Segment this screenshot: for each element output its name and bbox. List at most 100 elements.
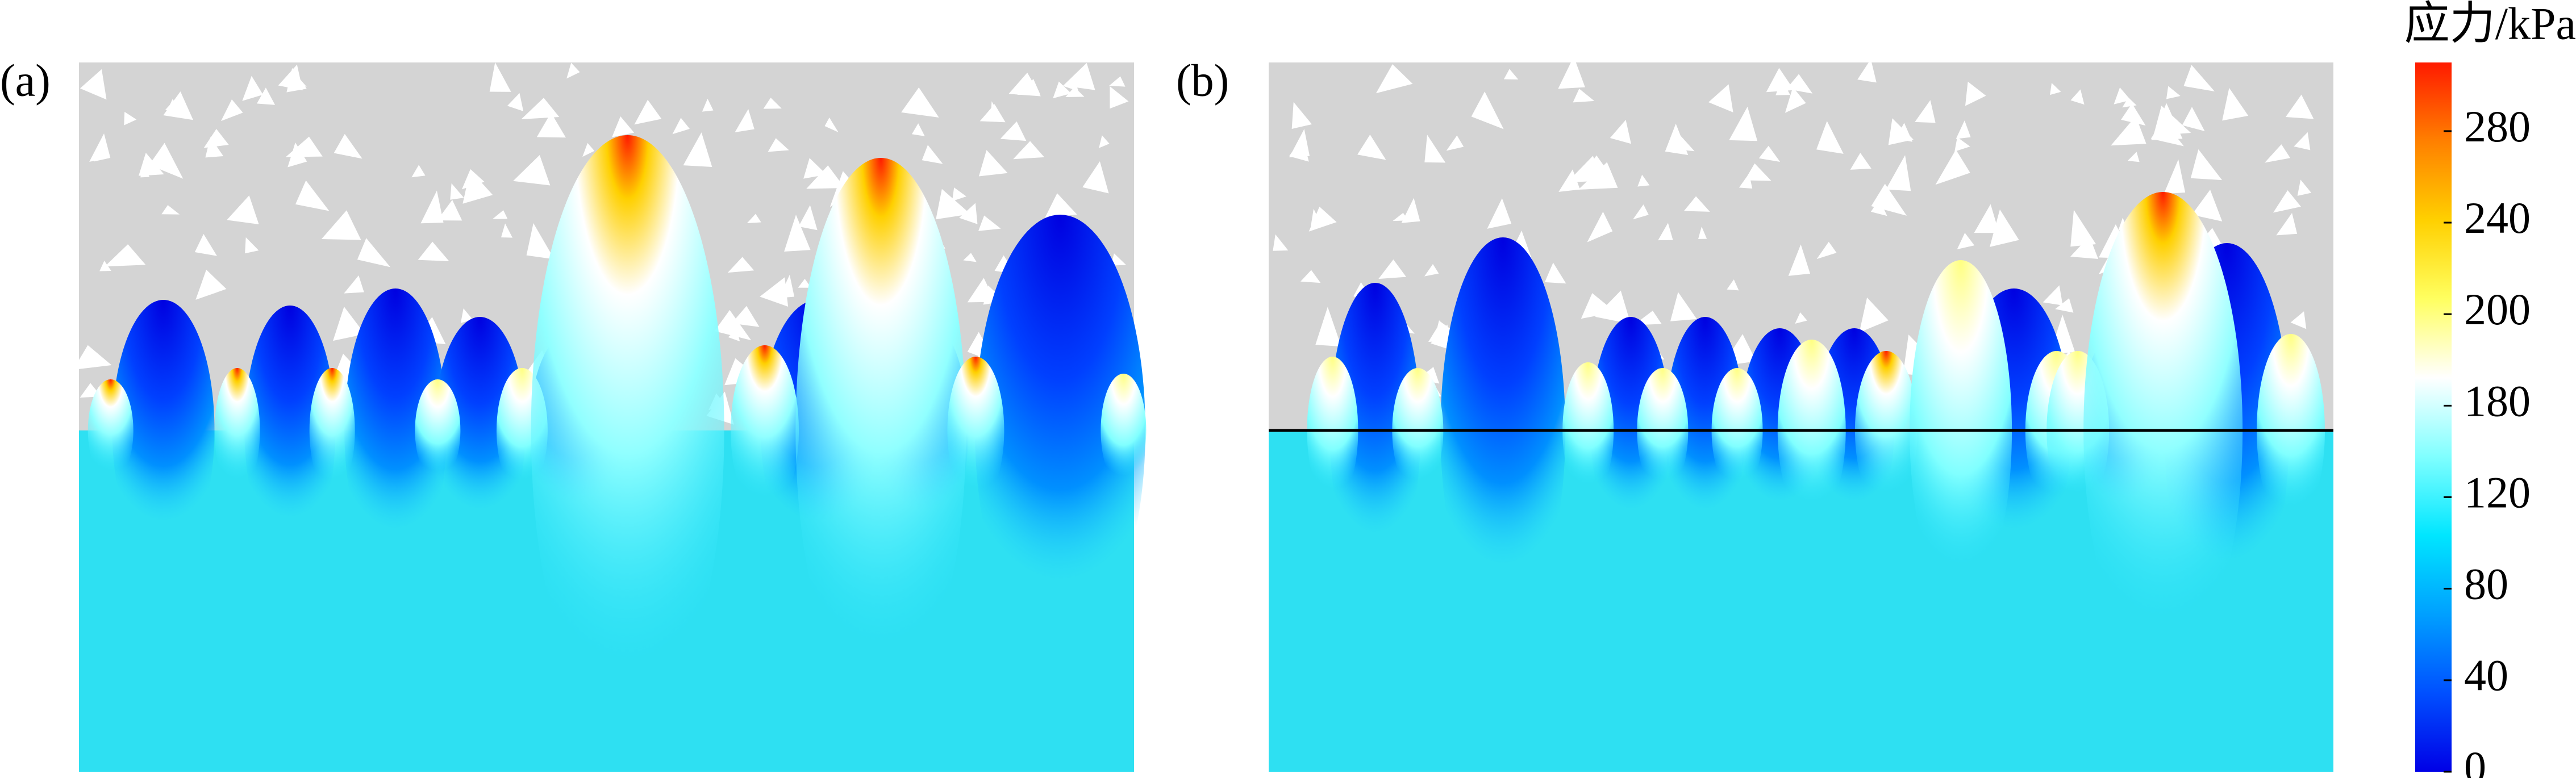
pore [140, 164, 150, 178]
panel [1269, 56, 2333, 778]
pore [803, 158, 827, 179]
low-stress [434, 317, 526, 544]
mask [79, 772, 1134, 778]
pore [1375, 64, 1413, 94]
pore [952, 187, 966, 202]
pore [798, 279, 811, 288]
pore [901, 87, 939, 118]
pore [731, 306, 760, 327]
pore [683, 132, 712, 167]
pore [1045, 193, 1077, 218]
pore [245, 237, 259, 254]
pore [779, 274, 795, 298]
pore [1698, 227, 1707, 239]
pore [1558, 56, 1585, 89]
pore [2166, 86, 2181, 99]
pore [1870, 199, 1887, 216]
pore [521, 98, 560, 119]
pore [723, 315, 735, 332]
pore [1665, 123, 1689, 155]
low-stress [344, 288, 447, 572]
pore [1503, 69, 1519, 80]
pore [2070, 210, 2096, 247]
pore [1082, 161, 1109, 194]
pore [1109, 76, 1126, 87]
high-stress [731, 345, 799, 516]
pore [566, 62, 580, 79]
high-stress [531, 135, 724, 726]
pore [1775, 79, 1790, 95]
pore [1393, 212, 1409, 221]
pore [194, 233, 217, 256]
pore [507, 93, 524, 111]
colorbar-tick-label: 40 [2464, 651, 2508, 700]
pore [287, 142, 307, 168]
pore [257, 87, 276, 105]
pore [2151, 103, 2183, 140]
low-stress [975, 215, 1146, 646]
pore [1587, 211, 1613, 242]
pore [1008, 72, 1041, 97]
pore [461, 169, 485, 190]
pore [1886, 155, 1911, 191]
colorbar-title: 应力/kPa [2404, 0, 2576, 49]
pore [2276, 212, 2298, 236]
high-stress [795, 158, 966, 703]
pore [1000, 121, 1027, 141]
high-stress [415, 379, 461, 482]
pore [1573, 89, 1595, 103]
pore [357, 238, 391, 267]
colorbar-tick-label: 240 [2464, 193, 2531, 242]
pore [2182, 107, 2205, 131]
pore [582, 143, 595, 157]
pore [1065, 87, 1085, 98]
pore [2183, 65, 2215, 91]
pore [1816, 241, 1837, 260]
pore [450, 183, 464, 200]
pore [1424, 263, 1439, 277]
pore [1610, 119, 1631, 144]
high-stress [87, 379, 134, 482]
pore [73, 345, 112, 370]
panel [73, 62, 1147, 778]
pore [1816, 121, 1844, 154]
pore [784, 215, 811, 252]
pore [1935, 149, 1970, 185]
pore [1357, 135, 1386, 160]
pore [1308, 206, 1337, 232]
pore [411, 165, 426, 178]
pore [2273, 190, 2301, 213]
colorbar-tick-label: 200 [2464, 285, 2531, 334]
colorbar-tick-label: 120 [2464, 467, 2531, 517]
pore [979, 104, 1006, 123]
pore [1850, 153, 1871, 170]
pore [1954, 137, 1970, 152]
pore [2127, 152, 2140, 162]
pore [344, 275, 364, 294]
pore [1273, 234, 1289, 251]
pore [1300, 270, 1321, 283]
pore [149, 143, 184, 179]
pore [2164, 159, 2186, 194]
pore [205, 137, 224, 158]
pore [89, 133, 111, 162]
pore [492, 210, 508, 219]
pore [1544, 262, 1566, 284]
colorbar-tick-label: 280 [2464, 102, 2531, 151]
high-stress [309, 368, 355, 493]
pore [220, 99, 243, 122]
pore [1683, 196, 1710, 212]
pore [1111, 253, 1127, 266]
pore [760, 277, 789, 307]
pore [978, 150, 1008, 177]
panel-label: (a) [0, 56, 51, 106]
pore [2050, 83, 2061, 95]
pore [161, 205, 180, 215]
colorbar [2415, 62, 2452, 772]
pore [1708, 84, 1733, 112]
pore [2290, 311, 2307, 329]
pore [922, 145, 943, 164]
pore [124, 111, 137, 126]
pore [1895, 123, 1913, 142]
